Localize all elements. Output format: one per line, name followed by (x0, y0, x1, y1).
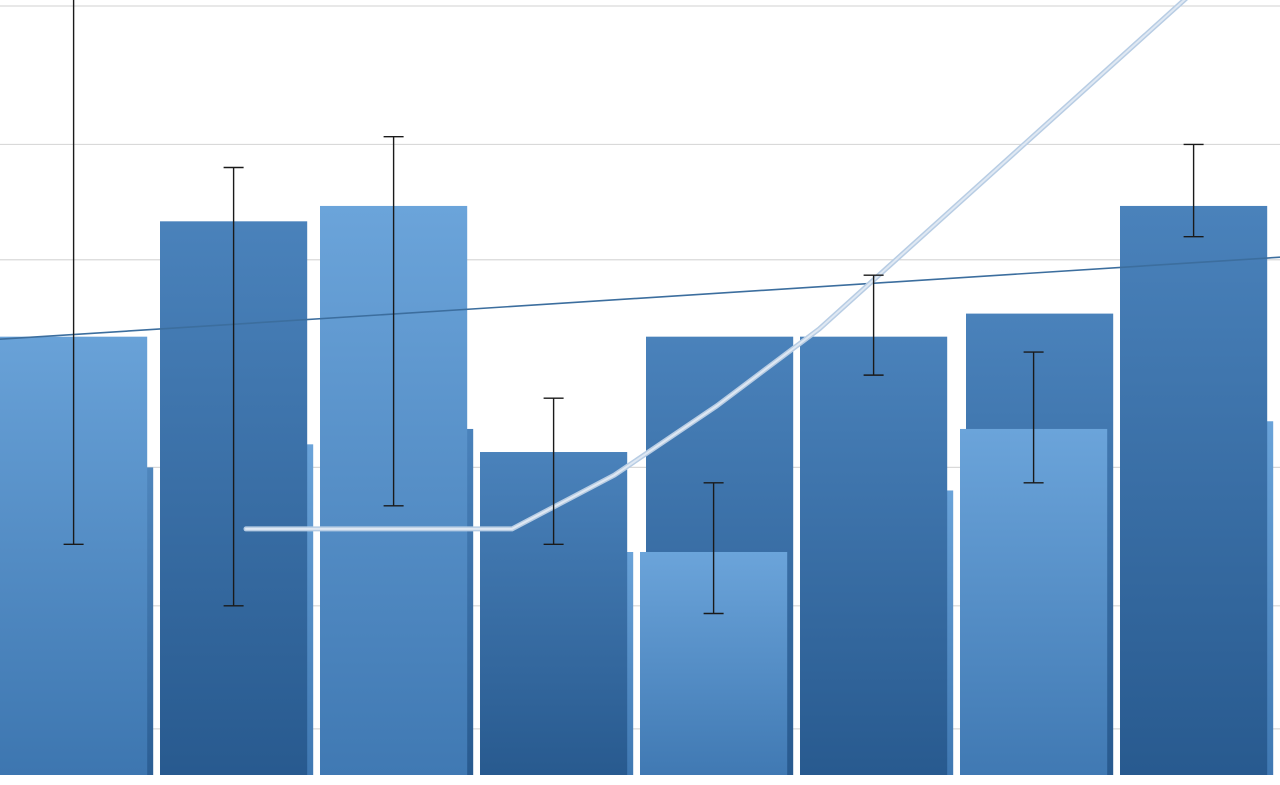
chart-canvas (0, 0, 1280, 785)
bar-front (800, 337, 947, 775)
bar-front (1120, 206, 1267, 775)
combo-bar-line-chart (0, 0, 1280, 785)
